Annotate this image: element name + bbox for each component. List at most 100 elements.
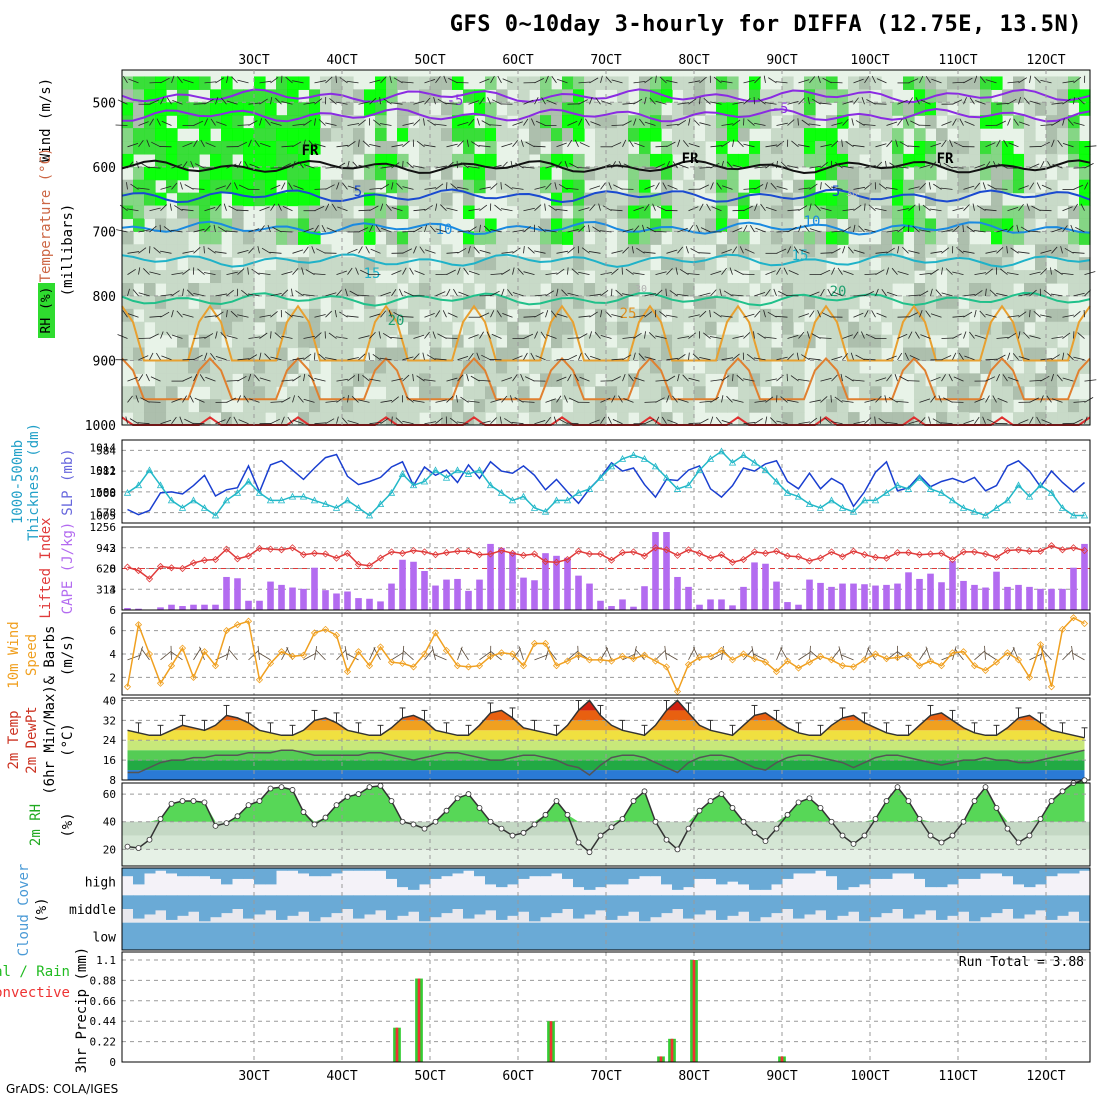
- rh-cell: [309, 308, 321, 323]
- cape-bar: [223, 576, 230, 610]
- rh-cell: [958, 192, 970, 207]
- rh-cell: [474, 270, 486, 284]
- surface-wind-barb: [127, 654, 141, 661]
- upper-wind-barb: [365, 246, 370, 254]
- upper-wind-barb: [982, 416, 986, 424]
- upper-wind-barb: [721, 357, 734, 361]
- rh-cell: [716, 102, 728, 116]
- surface-wind-barb: [809, 650, 821, 661]
- rh-cell: [628, 244, 640, 258]
- slp-line-marker: [1047, 488, 1056, 496]
- upper-wind-barb: [362, 140, 370, 148]
- rh-cell: [661, 192, 673, 207]
- rh-cell: [177, 321, 189, 336]
- cloud-mid-bar: [254, 895, 266, 915]
- cloud-high-bar: [782, 868, 794, 879]
- rh-cell: [232, 321, 244, 336]
- rh-cell: [375, 205, 387, 220]
- slp-line-marker: [277, 496, 286, 504]
- upper-wind-barb: [308, 140, 315, 148]
- slp-line-marker: [343, 496, 352, 504]
- upper-wind-barb: [523, 333, 534, 339]
- upper-wind-barb: [402, 356, 414, 361]
- rh-cell: [386, 231, 398, 245]
- upper-wind-barb: [468, 352, 474, 361]
- rh-cell: [210, 347, 222, 362]
- upper-wind-barb: [843, 270, 854, 275]
- upper-wind-barb: [138, 121, 149, 126]
- upper-wind-barb: [822, 77, 832, 84]
- rh-cell: [617, 321, 629, 336]
- cloud-mid-bar: [628, 895, 640, 912]
- cape-bar: [905, 572, 912, 610]
- rh-cell: [947, 257, 959, 271]
- upper-wind-barb: [853, 331, 859, 339]
- rh-cell: [1046, 334, 1058, 349]
- upper-wind-barb: [479, 186, 491, 190]
- rh2m-line-marker: [476, 805, 483, 811]
- upper-wind-barb: [831, 122, 843, 126]
- rh-cell: [166, 412, 178, 426]
- slp-line-marker: [134, 481, 143, 489]
- upper-wind-barb: [897, 352, 903, 361]
- upper-wind-barb: [292, 357, 305, 361]
- rh-cell: [397, 115, 409, 129]
- upper-wind-barb: [768, 77, 777, 84]
- upper-wind-barb: [182, 250, 194, 254]
- rh-cell: [969, 386, 981, 400]
- rh-cell: [980, 205, 992, 220]
- rh-cell: [892, 321, 904, 336]
- rh-cell: [309, 321, 321, 336]
- rh-cell: [254, 334, 266, 349]
- upper-wind-barb: [809, 310, 815, 318]
- cloud-high-bar: [584, 868, 596, 890]
- rh-cell: [826, 166, 838, 181]
- upper-wind-barb: [659, 311, 667, 318]
- rh-cell: [353, 334, 365, 349]
- cloud-mid-bar: [133, 895, 145, 919]
- wind10m-line-marker: [893, 653, 902, 662]
- rh-cell: [617, 399, 629, 413]
- rh-cell: [837, 295, 849, 310]
- rh-cell: [199, 334, 211, 349]
- rh-cell: [1024, 399, 1036, 413]
- bottom-time-label: 10OCT: [850, 1069, 889, 1084]
- upper-wind-barb: [608, 182, 612, 190]
- rh2m-line-marker: [883, 798, 890, 804]
- upper-wind-barb: [953, 376, 964, 382]
- rh-cell: [353, 412, 365, 426]
- rh-cell: [595, 102, 607, 116]
- upper-wind-barb: [622, 293, 634, 297]
- upper-wind-barb: [776, 140, 785, 148]
- upper-wind-barb: [531, 118, 535, 126]
- cloud-mid-bar: [771, 895, 783, 914]
- rh-cell: [859, 166, 871, 181]
- rh-cell: [485, 76, 497, 90]
- rh-cell: [771, 308, 783, 323]
- rh-cell: [837, 205, 849, 220]
- cloud-mid-bar: [749, 895, 761, 922]
- rh2m-line-marker: [597, 832, 604, 839]
- rh-cell: [595, 244, 607, 258]
- rh-cell: [991, 334, 1003, 349]
- rh-cell: [397, 399, 409, 413]
- upper-wind-barb: [941, 292, 953, 297]
- rh-cell: [122, 399, 134, 413]
- upper-wind-barb: [369, 97, 377, 105]
- cape-bar: [344, 591, 351, 610]
- rh2m-line-marker: [751, 829, 758, 836]
- upper-wind-barb: [776, 267, 781, 275]
- rh-cell: [309, 386, 321, 400]
- upper-wind-barb: [137, 422, 150, 425]
- li-line-marker: [376, 554, 385, 562]
- rh-cell: [771, 192, 783, 207]
- rh-cell: [485, 399, 497, 413]
- rh2m-line-marker: [454, 795, 461, 802]
- rh2m-line-marker: [344, 793, 351, 800]
- rh-cell: [287, 179, 299, 194]
- upper-ylabel-units: (millibars): [60, 204, 76, 297]
- upper-wind-barb: [375, 225, 381, 233]
- slp-line-marker: [783, 488, 792, 496]
- rh-cell: [1035, 283, 1047, 297]
- surface-wind-barb: [1072, 652, 1085, 661]
